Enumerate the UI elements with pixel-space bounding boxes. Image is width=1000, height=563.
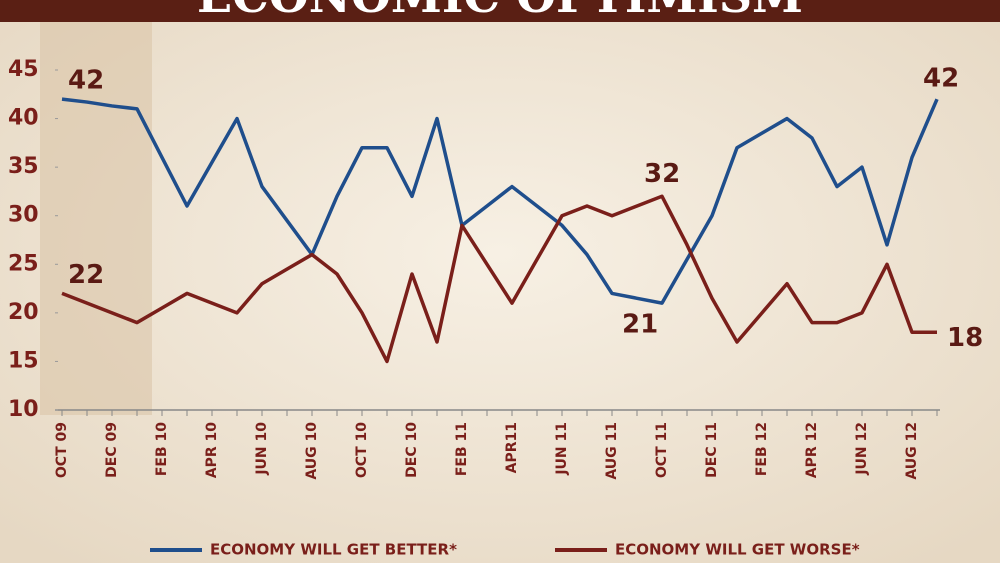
x-tick-label: JUN 12 — [854, 422, 870, 476]
x-tick-label: OCT 09 — [54, 422, 70, 478]
title-bar — [0, 0, 1000, 22]
data-label: 21 — [622, 310, 658, 340]
x-tick-label: OCT 11 — [654, 422, 670, 478]
y-tick-label: 10 — [8, 397, 39, 422]
x-tick-label: APR 10 — [204, 422, 220, 478]
data-label: 42 — [68, 66, 104, 96]
data-label: 18 — [947, 323, 983, 353]
x-tick-label: FEB 12 — [754, 422, 770, 476]
x-tick-label: DEC 10 — [404, 422, 420, 478]
x-tick-label: APR 12 — [804, 422, 820, 478]
x-tick-label: DEC 11 — [704, 422, 720, 478]
legend-label: ECONOMY WILL GET BETTER* — [210, 541, 457, 559]
data-label: 32 — [644, 159, 680, 189]
x-tick-label: JUN 10 — [254, 422, 270, 476]
series-line — [61, 97, 939, 305]
x-tick-label: FEB 10 — [154, 422, 170, 476]
y-tick-label: 20 — [8, 300, 39, 325]
y-tick-label: 30 — [8, 203, 39, 228]
y-tick-label: 35 — [8, 154, 39, 179]
chart-title: ECONOMIC OPTIMISM — [197, 0, 803, 23]
y-tick-label: 15 — [8, 348, 39, 373]
legend-label: ECONOMY WILL GET WORSE* — [615, 541, 860, 559]
y-tick-label: 45 — [8, 57, 39, 82]
x-tick-label: AUG 12 — [904, 422, 920, 480]
series-line — [61, 194, 937, 364]
x-tick-label: DEC 09 — [104, 422, 120, 478]
x-tick-label: JUN 11 — [554, 422, 570, 476]
y-tick-label: 25 — [8, 251, 39, 276]
data-label: 42 — [923, 64, 959, 94]
y-tick-label: 40 — [8, 106, 39, 131]
x-tick-label: AUG 10 — [304, 422, 320, 480]
x-tick-label: OCT 10 — [354, 422, 370, 478]
x-tick-label: APR11 — [504, 422, 520, 473]
x-tick-label: FEB 11 — [454, 422, 470, 476]
x-tick-label: AUG 11 — [604, 422, 620, 480]
shaded-band — [40, 20, 152, 415]
data-label: 22 — [68, 260, 104, 290]
